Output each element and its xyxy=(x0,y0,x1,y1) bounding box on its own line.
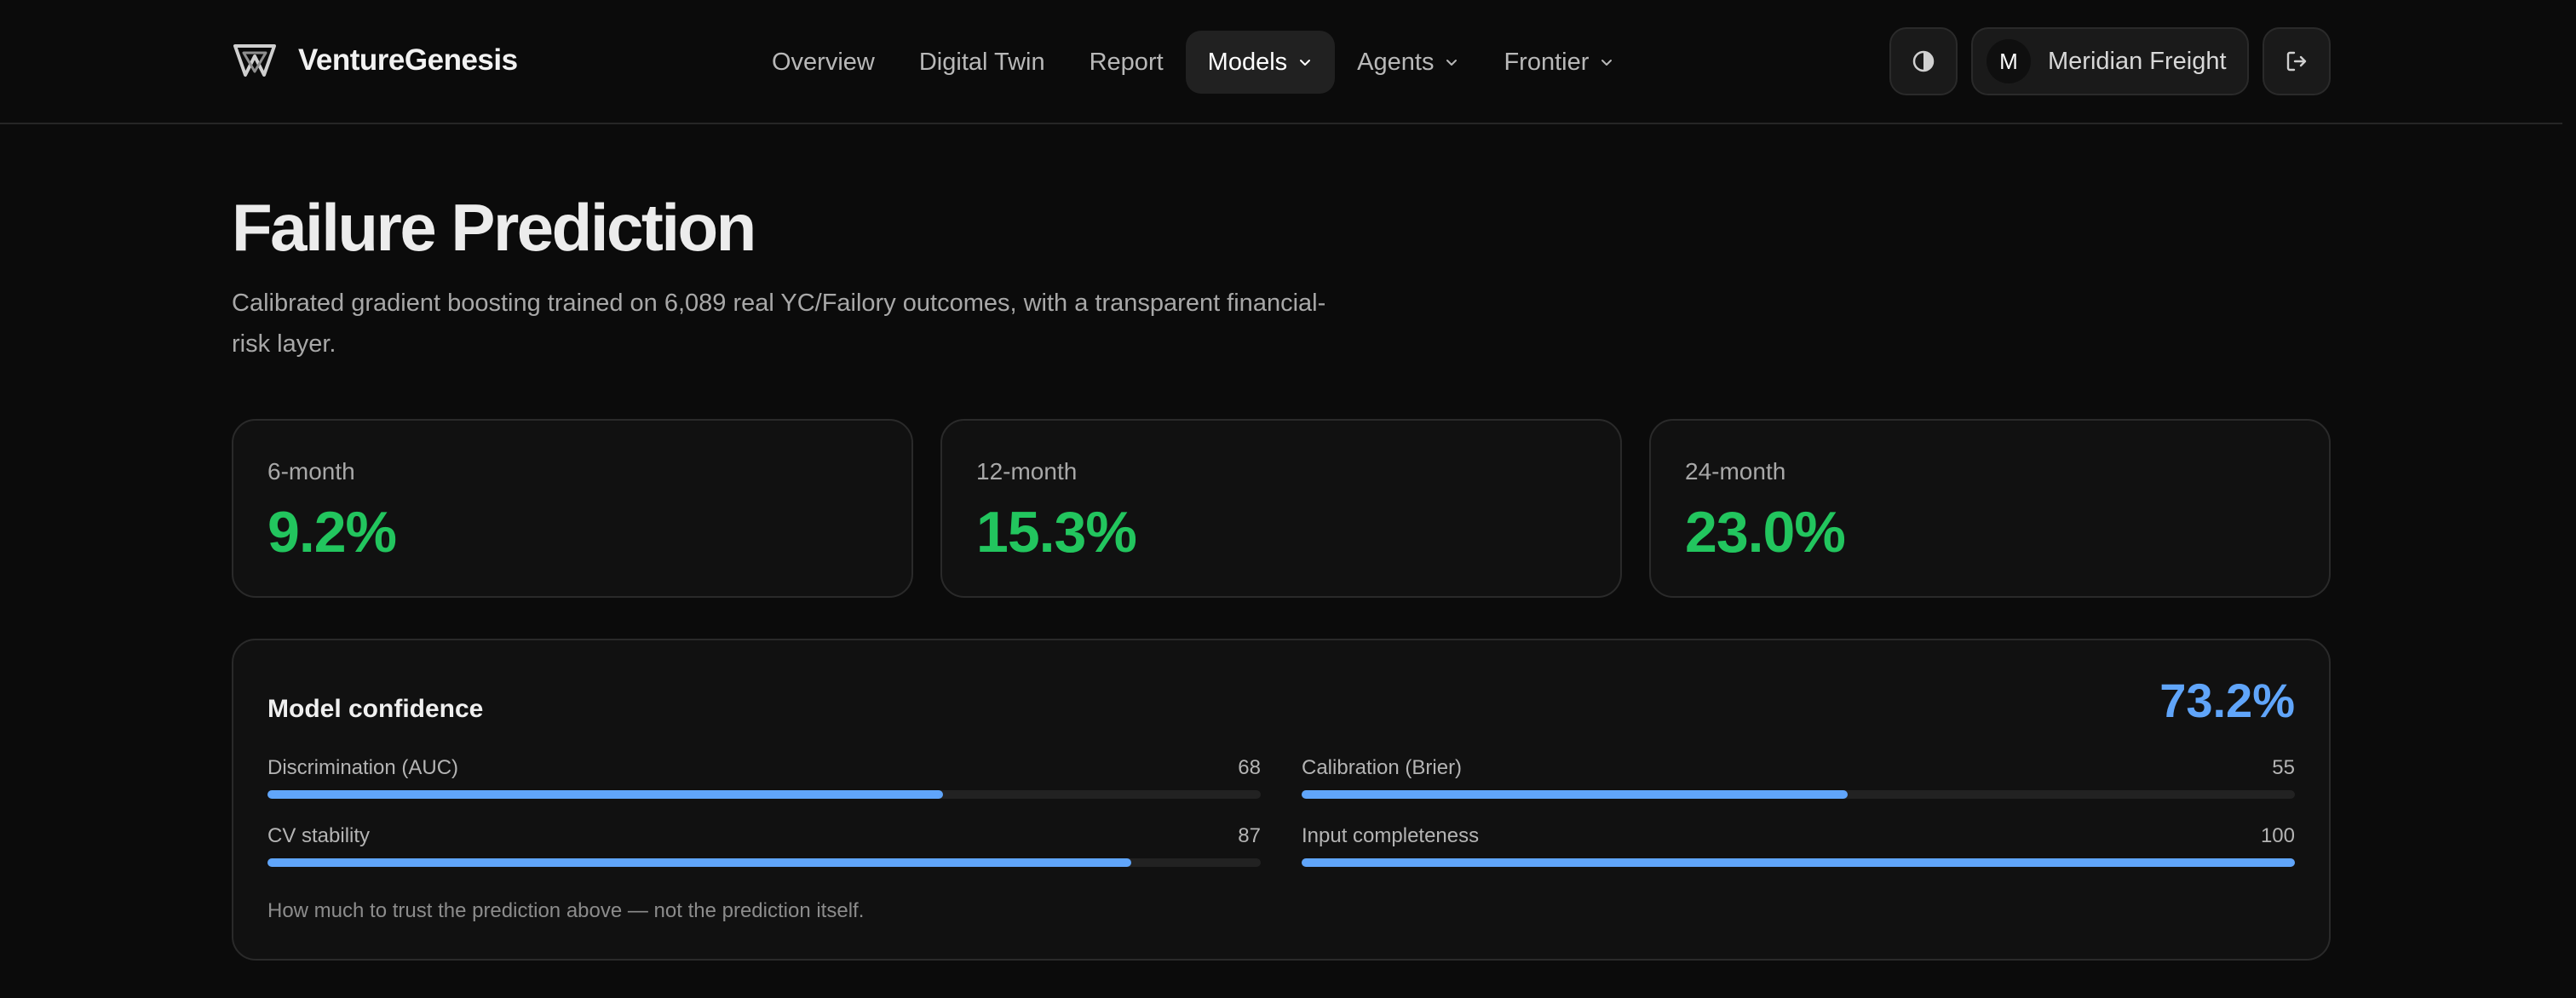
metric-value: 100 xyxy=(2260,824,2295,847)
page-subtitle: Calibrated gradient boosting trained on … xyxy=(232,290,1326,358)
main-menu: Overview Digital Twin Report Models Agen… xyxy=(750,31,1636,94)
metric-label: Calibration (Brier) xyxy=(1302,756,1463,779)
venture-logo-icon xyxy=(233,44,276,77)
nav-digital-twin-label: Digital Twin xyxy=(918,48,1045,76)
chevron-down-icon xyxy=(1300,60,1311,66)
page-title: Failure Prediction xyxy=(232,190,756,265)
nav-agents-label: Agents xyxy=(1357,48,1435,76)
metric-fill xyxy=(267,790,943,799)
nav-models[interactable]: Models xyxy=(1185,31,1336,94)
horizon-value: 23.0% xyxy=(1685,500,1846,565)
model-confidence-card: Model confidence 73.2% Discrimination (A… xyxy=(232,639,2331,961)
avatar: M xyxy=(1987,39,2031,83)
nav-agents[interactable]: Agents xyxy=(1335,31,1481,94)
horizon-value: 15.3% xyxy=(976,500,1137,565)
nav-frontier[interactable]: Frontier xyxy=(1481,31,1636,94)
theme-toggle-button[interactable] xyxy=(1889,27,1958,95)
horizon-label: 12-month xyxy=(976,458,1078,485)
horizon-label: 24-month xyxy=(1685,458,1786,485)
metric-track xyxy=(267,790,1261,799)
logout-button[interactable] xyxy=(2263,27,2331,95)
nav-digital-twin[interactable]: Digital Twin xyxy=(897,31,1067,94)
account-name: Meridian Freight xyxy=(2048,47,2227,75)
nav-report[interactable]: Report xyxy=(1067,31,1186,94)
metric-label: Input completeness xyxy=(1302,824,1480,847)
metric-track xyxy=(1302,858,2295,867)
brand[interactable]: VentureGenesis xyxy=(232,37,518,83)
metric-label: CV stability xyxy=(267,824,371,847)
metric-value: 87 xyxy=(1238,824,1261,847)
brand-name: VentureGenesis xyxy=(298,43,518,77)
metric-track xyxy=(267,858,1261,867)
horizon-card-6-month: 6-month 9.2% xyxy=(232,419,913,598)
metric-value: 55 xyxy=(2272,756,2295,779)
metric-calibration: Calibration (Brier) 55 xyxy=(1302,756,2295,799)
horizon-label: 6-month xyxy=(267,458,355,485)
metric-fill xyxy=(1302,858,2295,867)
account-switcher[interactable]: M Meridian Freight xyxy=(1971,27,2249,95)
horizon-value: 9.2% xyxy=(267,500,397,565)
logout-icon xyxy=(2286,51,2307,72)
metric-fill xyxy=(1302,790,1849,799)
nav-report-label: Report xyxy=(1089,48,1164,76)
nav-models-label: Models xyxy=(1207,48,1288,76)
contrast-icon xyxy=(1912,50,1935,72)
chevron-down-icon xyxy=(1446,60,1458,66)
horizon-card-24-month: 24-month 23.0% xyxy=(1649,419,2331,598)
top-navbar: VentureGenesis Overview Digital Twin Rep… xyxy=(0,0,2562,124)
metric-discrimination: Discrimination (AUC) 68 xyxy=(267,756,1261,799)
metric-input-completeness: Input completeness 100 xyxy=(1302,824,2295,867)
chevron-down-icon xyxy=(1601,60,1613,66)
nav-overview[interactable]: Overview xyxy=(750,31,897,94)
confidence-title: Model confidence xyxy=(267,695,484,723)
nav-frontier-label: Frontier xyxy=(1504,48,1590,76)
confidence-value: 73.2% xyxy=(2159,674,2295,727)
metric-fill xyxy=(267,858,1132,867)
metric-label: Discrimination (AUC) xyxy=(267,756,459,779)
horizon-card-12-month: 12-month 15.3% xyxy=(940,419,1622,598)
metric-track xyxy=(1302,790,2295,799)
metric-cv-stability: CV stability 87 xyxy=(267,824,1261,867)
metric-value: 68 xyxy=(1238,756,1261,779)
confidence-note: How much to trust the prediction above —… xyxy=(267,899,865,922)
nav-overview-label: Overview xyxy=(772,48,875,76)
